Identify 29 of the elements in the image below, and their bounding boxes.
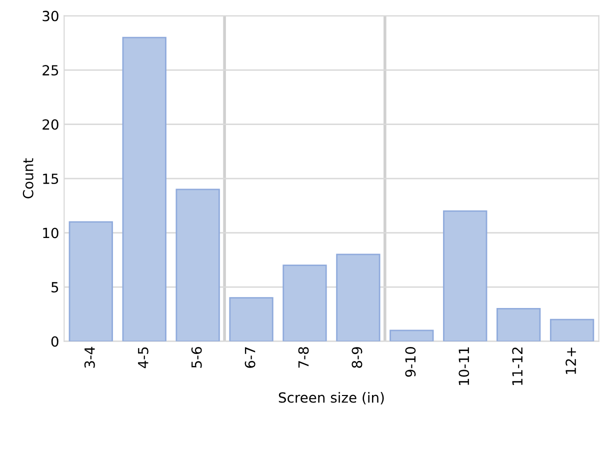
x-tick-label: 4-5 [138,347,148,368]
x-tick-label: 12+ [566,348,576,374]
bar [496,308,541,342]
y-tick-label: 20 [42,119,58,130]
bar [390,330,434,342]
bar [229,297,274,342]
x-tick-label: 6-7 [244,347,256,368]
y-tick-label: 10 [43,228,58,238]
bar [336,254,380,342]
y-axis-title: Count [22,158,34,198]
x-tick-label: 3-4 [84,346,95,368]
y-tick-label: 15 [43,174,58,184]
bar [443,210,488,342]
bar [176,188,220,342]
x-tick-label: 7-8 [298,347,309,368]
x-tick-label: 8-9 [352,347,362,368]
y-tick-label: 5 [52,282,58,292]
x-tick-label: 10-11 [458,347,470,385]
bar [282,264,327,342]
y-tick-label: 0 [51,336,58,347]
bar [550,318,594,342]
x-tick-label: 5-6 [191,346,202,368]
x-tick-label: 11-12 [512,348,522,385]
bar [68,221,113,342]
x-tick-label: 9-10 [405,347,416,377]
x-axis-title: Screen size (in) [278,392,384,404]
bar [122,36,166,342]
y-tick-label: 25 [42,65,58,76]
y-tick-label: 30 [42,10,58,22]
